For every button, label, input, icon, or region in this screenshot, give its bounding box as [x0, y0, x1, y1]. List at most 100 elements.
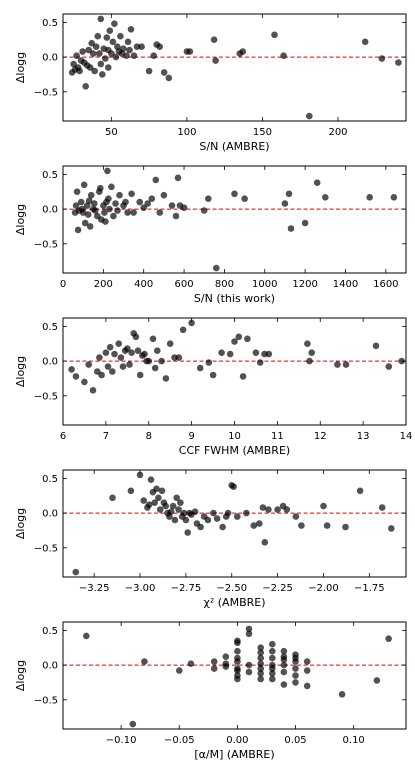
data-point: [112, 200, 119, 207]
data-point: [234, 639, 241, 647]
data-point: [245, 625, 253, 633]
axes-frame: [62, 165, 407, 274]
data-point: [86, 223, 94, 230]
data-point: [256, 359, 264, 366]
data-point: [156, 209, 164, 216]
data-point: [179, 326, 187, 334]
data-point: [218, 349, 225, 357]
data-point: [280, 647, 288, 655]
data-point: [156, 43, 163, 50]
x-tick-label: −1.75: [354, 583, 385, 594]
data-point: [257, 644, 265, 651]
y-tick-label: −0.5: [34, 391, 58, 402]
data-point: [103, 34, 111, 41]
data-point: [85, 46, 92, 54]
data-point: [191, 508, 199, 515]
data-point: [361, 38, 369, 46]
data-point: [124, 209, 131, 216]
data-point: [148, 195, 156, 202]
data-point: [265, 350, 273, 358]
data-point: [136, 198, 143, 206]
data-point: [102, 55, 109, 62]
data-point: [269, 675, 276, 683]
data-point: [127, 487, 135, 495]
x-axis-label: χ² (AMBRE): [204, 596, 266, 609]
data-point: [323, 522, 331, 529]
data-point: [145, 357, 153, 365]
data-point: [320, 502, 327, 510]
data-point: [73, 188, 81, 195]
data-point: [84, 211, 92, 218]
data-point: [106, 27, 114, 34]
data-point: [149, 335, 157, 343]
data-point: [257, 670, 265, 677]
data-point: [385, 635, 392, 642]
data-point: [210, 509, 217, 517]
data-point: [168, 202, 176, 209]
data-point: [174, 174, 182, 182]
data-point: [196, 364, 204, 372]
data-point: [145, 501, 153, 509]
data-point: [306, 357, 313, 365]
data-point: [269, 665, 276, 672]
data-point: [234, 513, 241, 520]
data-point: [158, 357, 165, 365]
x-tick-label: 0.00: [226, 735, 248, 746]
x-tick-label: −3.00: [125, 583, 156, 594]
data-point: [210, 658, 218, 665]
data-point: [134, 347, 142, 355]
x-tick-label: 0.10: [343, 735, 365, 746]
data-point: [219, 523, 226, 531]
data-point: [117, 32, 124, 40]
y-axis-label: Δlogg: [14, 204, 27, 235]
x-tick-label: −2.50: [216, 583, 247, 594]
data-point: [180, 204, 188, 211]
data-point: [70, 60, 77, 68]
data-point: [239, 48, 247, 55]
data-point: [97, 60, 105, 68]
x-tick-label: −2.25: [262, 583, 293, 594]
data-point: [257, 660, 265, 667]
data-point: [301, 219, 309, 227]
data-point: [91, 200, 98, 207]
x-tick-label: 7: [103, 431, 109, 442]
data-point: [109, 494, 116, 502]
data-point: [82, 83, 89, 90]
data-point: [130, 52, 138, 59]
panel-2: 0 200 400 600 800 1000 1200 1400 1600 −0.5 0.0 0.5 S…: [14, 165, 407, 305]
data-point: [180, 509, 188, 517]
data-point: [378, 504, 386, 511]
data-point: [85, 197, 93, 204]
data-point: [160, 191, 168, 199]
data-point: [96, 354, 103, 361]
axes-frame: [62, 469, 407, 578]
data-point: [145, 67, 153, 75]
data-point: [150, 52, 157, 59]
y-axis-label: Δlogg: [14, 52, 27, 83]
panel-5: −0.10 −0.05 0.00 0.05 0.10 −0.5 0.0 0.5 [α/M] (A…: [14, 621, 407, 761]
data-point: [373, 677, 381, 684]
data-point: [79, 48, 86, 55]
x-tick-label: 1000: [252, 279, 277, 290]
x-tick-label: −3.25: [79, 583, 110, 594]
data-point: [81, 378, 88, 386]
data-point: [245, 630, 253, 638]
data-point: [235, 333, 243, 341]
data-point: [255, 520, 263, 527]
data-point: [104, 363, 112, 370]
data-point: [89, 387, 97, 394]
axes-frame: [62, 13, 407, 122]
data-point: [342, 361, 350, 368]
data-point: [115, 340, 122, 348]
data-point: [92, 43, 100, 50]
data-point: [141, 658, 148, 665]
data-point: [97, 15, 105, 23]
data-point: [322, 194, 329, 201]
data-point: [77, 198, 85, 206]
data-point: [200, 207, 208, 214]
data-point: [303, 667, 311, 674]
data-point: [72, 568, 80, 576]
data-point: [213, 264, 220, 272]
data-point: [177, 499, 184, 507]
data-point: [252, 349, 260, 357]
